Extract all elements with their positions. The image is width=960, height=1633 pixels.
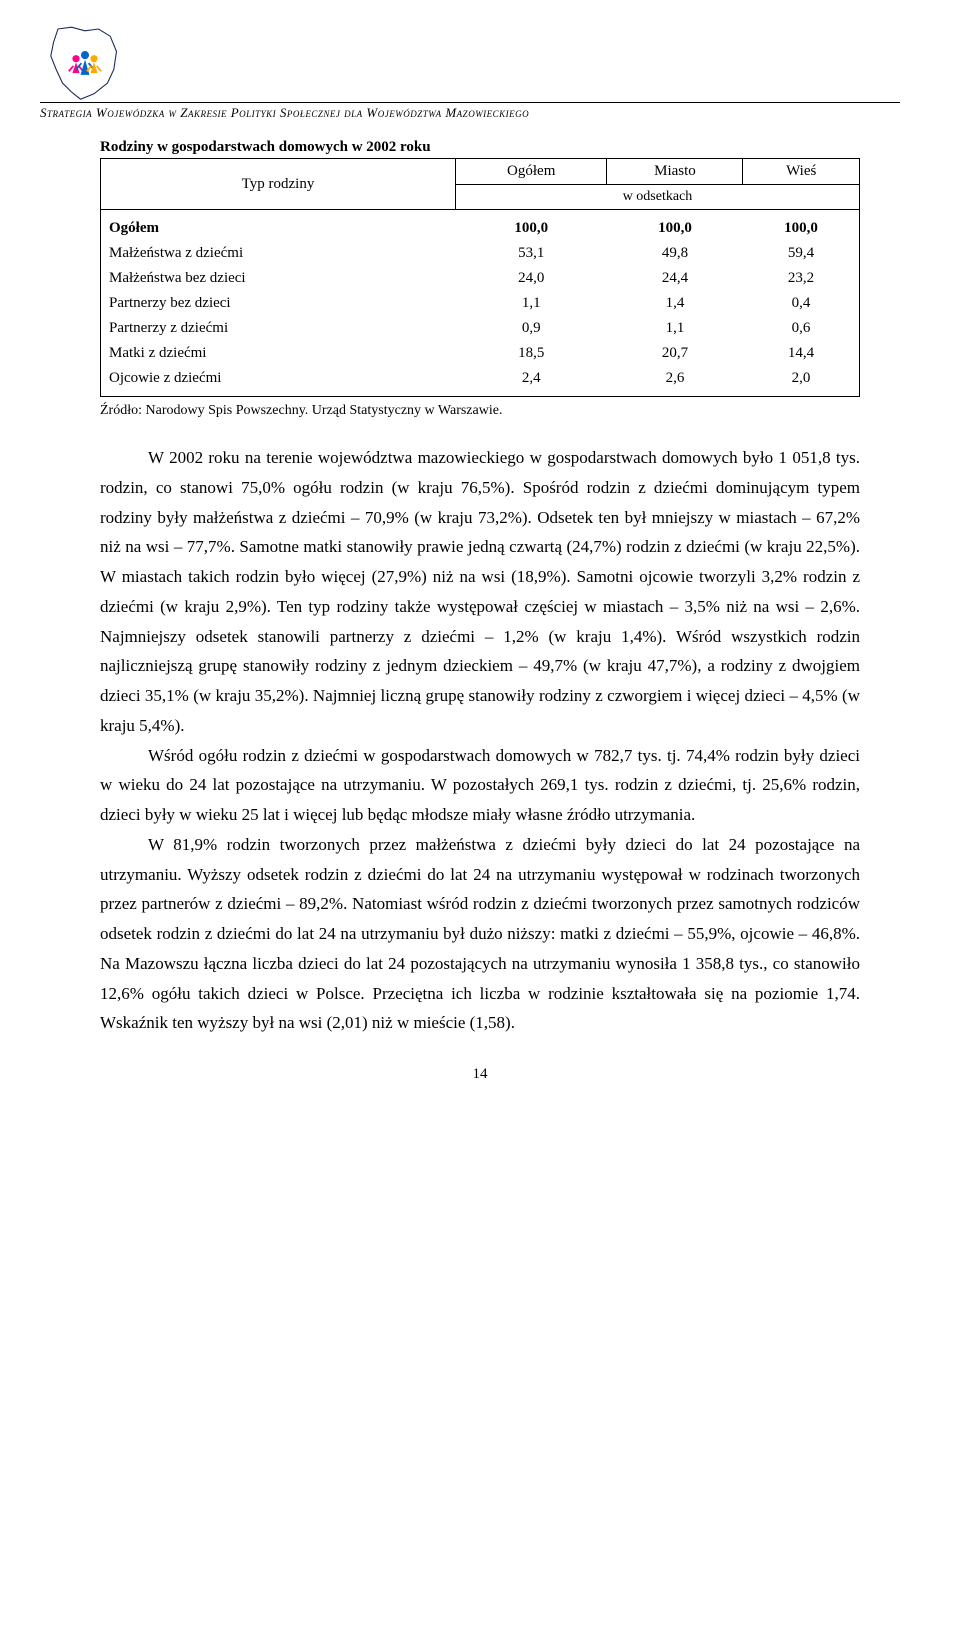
cell-value: 100,0	[455, 216, 606, 241]
table-row: Partnerzy z dziećmi0,91,10,6	[101, 316, 860, 341]
row-label: Małżeństwa bez dzieci	[101, 266, 456, 291]
row-label: Matki z dziećmi	[101, 341, 456, 366]
paragraph: Wśród ogółu rodzin z dziećmi w gospodars…	[100, 741, 860, 830]
table-row: Ogółem100,0100,0100,0	[101, 216, 860, 241]
cell-value: 2,4	[455, 366, 606, 391]
cell-value: 0,6	[743, 316, 860, 341]
cell-value: 24,0	[455, 266, 606, 291]
row-label: Ogółem	[101, 216, 456, 241]
cell-value: 1,4	[607, 291, 743, 316]
cell-value: 0,4	[743, 291, 860, 316]
cell-value: 14,4	[743, 341, 860, 366]
cell-value: 49,8	[607, 241, 743, 266]
region-logo-icon	[40, 20, 130, 110]
cell-value: 0,9	[455, 316, 606, 341]
cell-value: 1,1	[455, 291, 606, 316]
page: Strategia Wojewódzka w Zakresie Polityki…	[0, 0, 960, 1123]
paragraph: W 81,9% rodzin tworzonych przez małżeńst…	[100, 830, 860, 1038]
cell-value: 2,0	[743, 366, 860, 391]
table-source: Źródło: Narodowy Spis Powszechny. Urząd …	[100, 403, 860, 419]
row-label: Partnerzy z dziećmi	[101, 316, 456, 341]
family-types-table: Typ rodziny Ogółem Miasto Wieś w odsetka…	[100, 158, 860, 397]
page-number: 14	[100, 1066, 860, 1083]
cell-value: 1,1	[607, 316, 743, 341]
row-label: Małżeństwa z dziećmi	[101, 241, 456, 266]
table-title: Rodziny w gospodarstwach domowych w 2002…	[100, 139, 860, 156]
cell-value: 59,4	[743, 241, 860, 266]
body-text: W 2002 roku na terenie województwa mazow…	[100, 443, 860, 1038]
table-header: Wieś	[743, 159, 860, 185]
row-label: Partnerzy bez dzieci	[101, 291, 456, 316]
table-subheader: w odsetkach	[455, 185, 859, 210]
paragraph: W 2002 roku na terenie województwa mazow…	[100, 443, 860, 741]
cell-value: 2,6	[607, 366, 743, 391]
row-label: Ojcowie z dziećmi	[101, 366, 456, 391]
header-logo-area	[40, 20, 860, 110]
cell-value: 53,1	[455, 241, 606, 266]
cell-value: 23,2	[743, 266, 860, 291]
cell-value: 24,4	[607, 266, 743, 291]
cell-value: 18,5	[455, 341, 606, 366]
table-col-label: Typ rodziny	[101, 159, 456, 210]
table-row: Partnerzy bez dzieci1,11,40,4	[101, 291, 860, 316]
cell-value: 100,0	[607, 216, 743, 241]
table-header: Ogółem	[455, 159, 606, 185]
table-row: Ojcowie z dziećmi2,42,62,0	[101, 366, 860, 391]
table-row: Małżeństwa bez dzieci24,024,423,2	[101, 266, 860, 291]
cell-value: 100,0	[743, 216, 860, 241]
table-header: Miasto	[607, 159, 743, 185]
cell-value: 20,7	[607, 341, 743, 366]
table-row: Małżeństwa z dziećmi53,149,859,4	[101, 241, 860, 266]
table-row: Matki z dziećmi18,520,714,4	[101, 341, 860, 366]
